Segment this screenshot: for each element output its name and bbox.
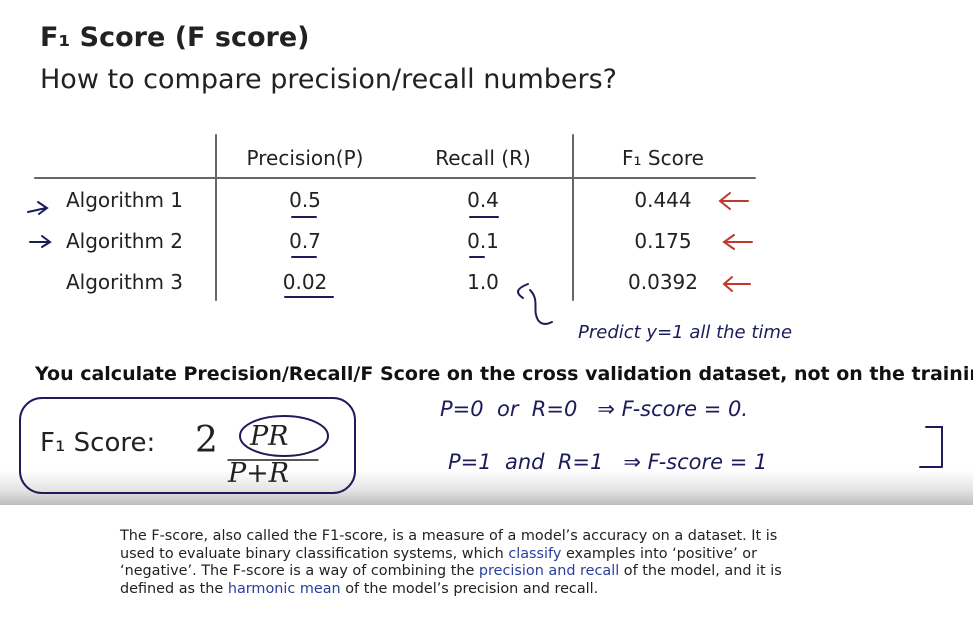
- link[interactable]: precision and recall: [478, 563, 620, 579]
- annotation: P=0 or R=0 ⇒ F-score = 0.: [440, 397, 749, 421]
- description: The F-score, also called the F1-score, i…: [120, 528, 810, 598]
- formula-numerator: PR: [250, 421, 289, 452]
- link[interactable]: classify: [508, 545, 562, 562]
- slide: F₁ Score (F score) How to compare precis…: [0, 0, 973, 505]
- cell: 0.175: [634, 229, 692, 253]
- row-label: Algorithm 1: [66, 188, 184, 212]
- column-header: F₁ Score: [622, 146, 704, 170]
- cell: 0.4: [467, 188, 499, 212]
- text: of the model, and it is defined as the: [120, 563, 782, 597]
- annotation: Predict y=1 all the time: [578, 322, 793, 343]
- cell: 0.444: [634, 188, 692, 212]
- title: F₁ Score (F score): [40, 22, 310, 53]
- red-arrows: [718, 192, 753, 292]
- row-label: Algorithm 2: [66, 229, 184, 253]
- subtitle: How to compare precision/recall numbers?: [40, 64, 617, 95]
- text: The F-score, also called the F1-score, i…: [120, 528, 778, 562]
- text: of the model’s precision and recall.: [340, 580, 599, 597]
- cell: 0.0392: [628, 270, 698, 294]
- handwriting: [19, 201, 943, 494]
- row-label: Algorithm 3: [66, 270, 184, 294]
- formula-denominator: P+R: [228, 458, 290, 489]
- annotation: P=1 and R=1 ⇒ F-score = 1: [448, 450, 768, 474]
- cell: 0.1: [467, 229, 499, 253]
- cell: 0.5: [289, 188, 321, 212]
- link[interactable]: harmonic mean: [227, 580, 341, 597]
- formula-coefficient: 2: [195, 420, 218, 461]
- formula-label: F₁ Score:: [40, 428, 156, 458]
- note: You calculate Precision/Recall/F Score o…: [35, 363, 973, 385]
- cell: 0.7: [289, 229, 321, 253]
- cell: 0.02: [282, 270, 328, 294]
- cell: 1.0: [467, 270, 499, 294]
- slide-drawing: [19, 134, 943, 494]
- column-header: Precision(P): [246, 146, 364, 170]
- text: examples into ‘positive’ or ‘negative’. …: [120, 545, 757, 580]
- column-header: Recall (R): [435, 146, 531, 170]
